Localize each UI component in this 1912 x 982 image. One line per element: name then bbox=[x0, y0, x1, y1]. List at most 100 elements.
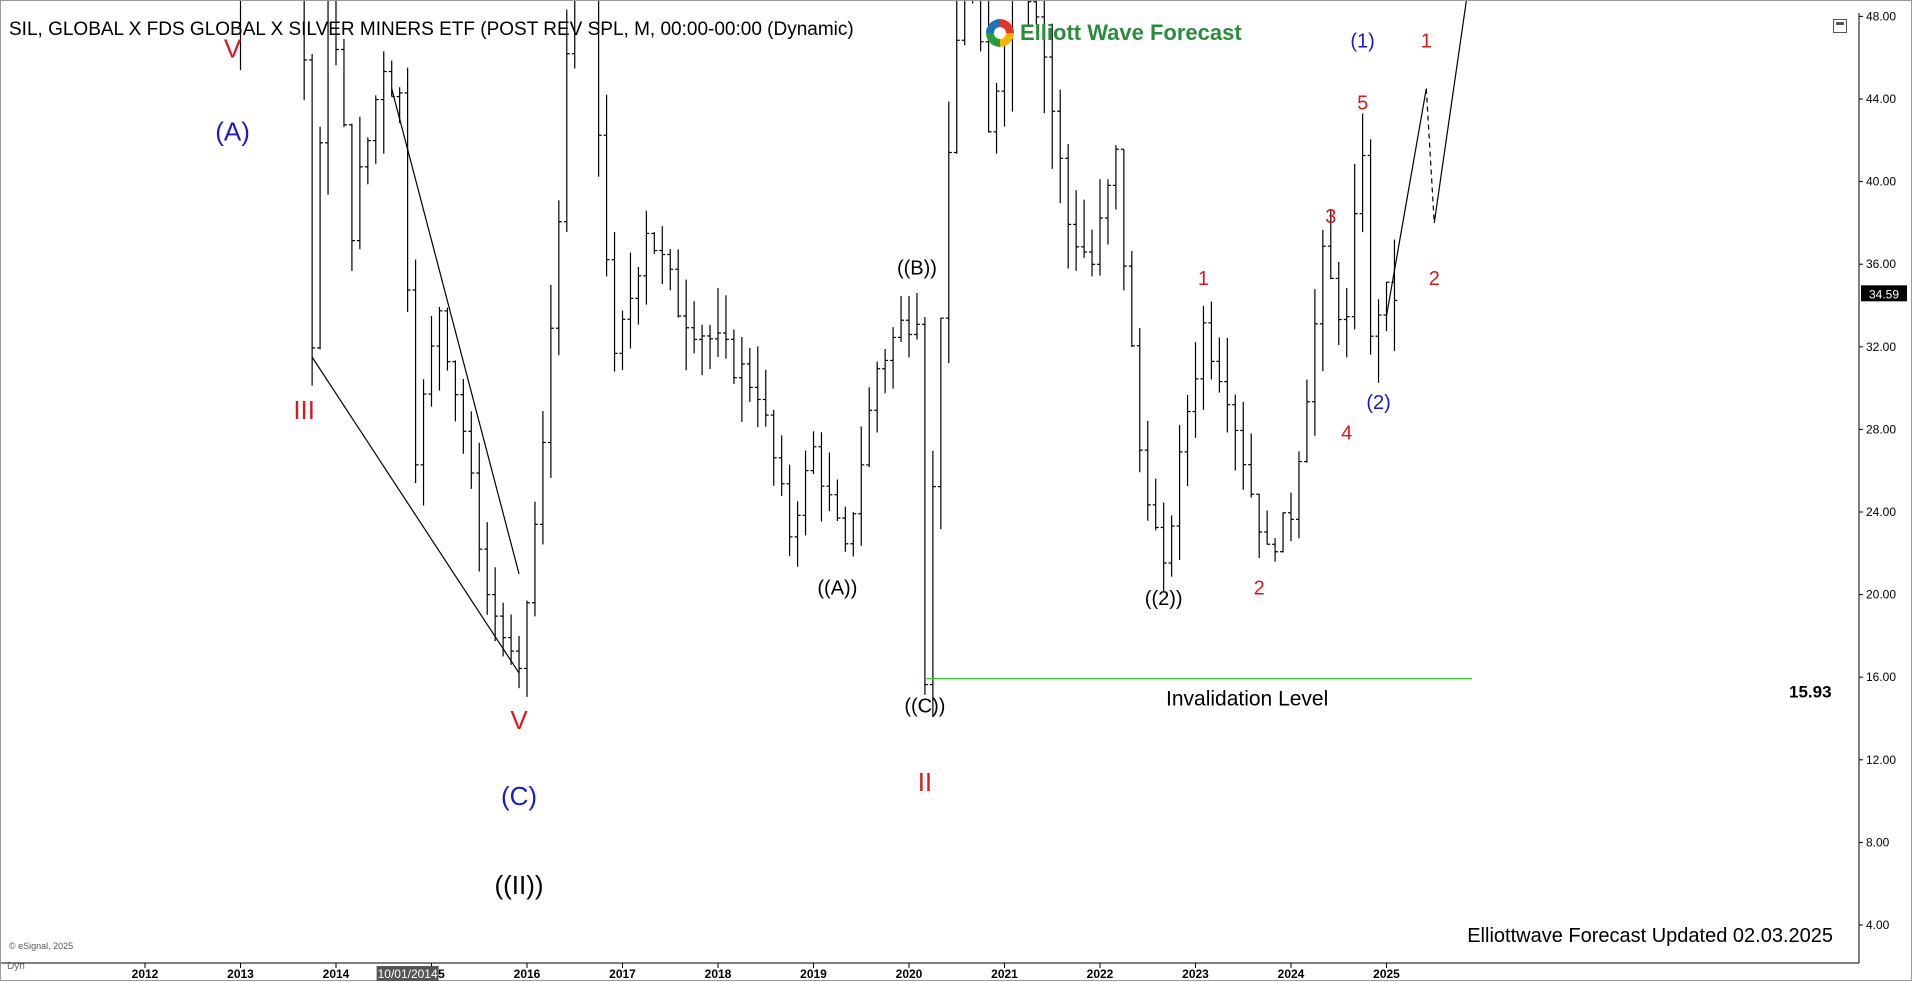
wave-label: 1 bbox=[1421, 30, 1432, 52]
wave-label: (2) bbox=[1366, 392, 1390, 414]
ohlc-bar bbox=[770, 409, 777, 486]
ohlc-bar bbox=[1120, 148, 1127, 291]
ohlc-bar bbox=[1089, 229, 1096, 277]
ohlc-bar bbox=[921, 317, 928, 695]
wave-label: 2 bbox=[1254, 578, 1265, 600]
ohlc-bar bbox=[1081, 199, 1088, 258]
ohlc-bar bbox=[1057, 89, 1064, 204]
ohlc-bar bbox=[1351, 163, 1358, 330]
wave-label: (A) bbox=[215, 116, 250, 146]
wave-label: 3 bbox=[1325, 206, 1336, 228]
ohlc-bar bbox=[722, 295, 729, 359]
ohlc-bar bbox=[531, 501, 538, 617]
ohlc-bar bbox=[1192, 342, 1199, 438]
ohlc-bar bbox=[555, 200, 562, 356]
ohlc-bar bbox=[1248, 433, 1255, 498]
ohlc-bar bbox=[340, 38, 347, 128]
wave-label: 5 bbox=[1357, 92, 1368, 114]
ohlc-bar bbox=[874, 361, 881, 433]
ohlc-bar bbox=[380, 51, 387, 154]
ohlc-bar bbox=[906, 295, 912, 358]
ohlc-bar bbox=[436, 306, 443, 391]
y-tick-label: 28.00 bbox=[1866, 422, 1896, 436]
logo-text: Elliott Wave Forecast bbox=[1020, 20, 1242, 45]
y-tick-label: 16.00 bbox=[1866, 670, 1896, 684]
ohlc-bar bbox=[882, 349, 889, 394]
ohlc-bar bbox=[388, 60, 395, 98]
ohlc-bar bbox=[890, 327, 897, 389]
ohlc-bar bbox=[651, 231, 658, 254]
copyright: © eSignal, 2025 bbox=[9, 941, 74, 951]
ohlc-bar bbox=[1033, 1, 1040, 25]
y-tick-label: 32.00 bbox=[1866, 340, 1896, 354]
current-price-box bbox=[1861, 285, 1907, 302]
ohlc-bar bbox=[1073, 190, 1080, 271]
ohlc-bar bbox=[1009, 1, 1014, 112]
ohlc-bar bbox=[1359, 113, 1366, 233]
y-tick-label: 8.00 bbox=[1866, 835, 1890, 849]
ohlc-bar bbox=[1065, 144, 1072, 269]
crosshair-date-label: 10/01/2014 bbox=[378, 967, 438, 981]
wave-label: (C) bbox=[501, 781, 537, 811]
wave-label: ((C)) bbox=[904, 695, 945, 717]
ohlc-bar bbox=[309, 53, 316, 386]
ohlc-bar bbox=[468, 411, 475, 489]
ohlc-bar bbox=[746, 347, 753, 402]
y-tick-label: 12.00 bbox=[1866, 753, 1896, 767]
ohlc-bar bbox=[675, 249, 682, 318]
ohlc-bar bbox=[1272, 538, 1279, 562]
updated-footer: Elliottwave Forecast Updated 02.03.2025 bbox=[1467, 925, 1833, 947]
x-tick-label: 2021 bbox=[991, 967, 1018, 981]
x-tick-label: 2016 bbox=[514, 967, 541, 981]
ohlc-bar bbox=[1327, 209, 1334, 280]
ohlc-bar bbox=[818, 432, 825, 522]
ohlc-bar bbox=[1112, 145, 1119, 210]
ohlc-bar bbox=[683, 279, 690, 371]
ohlc-bar bbox=[484, 522, 491, 615]
ohlc-bar bbox=[1136, 327, 1143, 473]
ohlc-bar bbox=[524, 600, 530, 697]
ohlc-bar bbox=[420, 379, 427, 506]
ohlc-bar bbox=[715, 287, 721, 358]
ohlc-bar bbox=[762, 369, 769, 427]
window-settings-icon[interactable] bbox=[1833, 19, 1847, 33]
ohlc-bar bbox=[364, 137, 371, 185]
wave-label: 1 bbox=[1198, 268, 1209, 290]
ohlc-bar bbox=[476, 442, 483, 572]
ohlc-bar bbox=[1152, 478, 1159, 531]
chart-title: SIL, GLOBAL X FDS GLOBAL X SILVER MINERS… bbox=[9, 19, 854, 40]
x-tick-label: 2017 bbox=[609, 967, 636, 981]
ohlc-bar bbox=[1041, 1, 1048, 114]
ohlc-bar bbox=[303, 1, 308, 101]
ohlc-bar bbox=[691, 301, 698, 354]
ohlc-bar bbox=[412, 259, 419, 483]
ohlc-bar bbox=[1200, 305, 1207, 410]
ohlc-bar bbox=[571, 1, 576, 69]
ohlc-bar bbox=[667, 249, 674, 291]
ohlc-bar bbox=[603, 94, 610, 277]
ohlc-bar bbox=[707, 324, 714, 370]
ohlc-bar bbox=[1208, 301, 1215, 380]
ohlc-bar bbox=[1224, 337, 1231, 433]
wave-label: 4 bbox=[1341, 423, 1352, 445]
invalidation-value: 15.93 bbox=[1789, 683, 1832, 702]
ohlc-bar bbox=[898, 296, 905, 342]
ohlc-bar bbox=[1168, 515, 1175, 577]
ohlc-bar bbox=[372, 95, 379, 164]
x-tick-label: 2020 bbox=[896, 967, 923, 981]
dyn-label[interactable]: Dyn bbox=[7, 961, 25, 972]
ohlc-bar bbox=[404, 67, 411, 312]
invalidation-label: Invalidation Level bbox=[1166, 688, 1328, 711]
trendline bbox=[391, 88, 520, 575]
ohlc-bar bbox=[961, 1, 966, 46]
ohlc-bar bbox=[738, 336, 745, 422]
x-tick-label: 2013 bbox=[227, 967, 254, 981]
crosshair-date-box bbox=[376, 966, 439, 981]
ohlc-bar bbox=[563, 9, 570, 233]
ohlc-bar bbox=[993, 82, 1000, 154]
x-tick-label: 2014 bbox=[323, 967, 350, 981]
ohlc-bar bbox=[937, 317, 944, 530]
ohlc-bar bbox=[858, 426, 865, 546]
current-price-label: 34.59 bbox=[1869, 287, 1899, 301]
